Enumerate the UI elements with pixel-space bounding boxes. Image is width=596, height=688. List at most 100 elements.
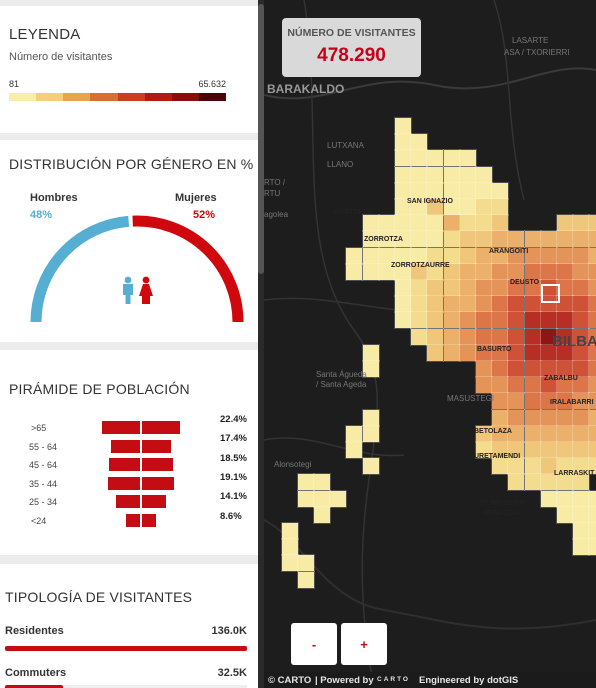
density-cell: [458, 311, 477, 330]
density-cell: [394, 262, 412, 281]
density-cell: [572, 473, 591, 492]
attribution-powered: | Powered by: [315, 675, 374, 686]
density-cell: [556, 473, 574, 492]
density-cell: [442, 262, 461, 281]
map-label-zabalburu: ZABALBU: [544, 375, 578, 382]
density-cell: [491, 198, 510, 216]
attribution-engineered[interactable]: Engineered by dotGIS: [419, 675, 519, 686]
attribution-carto[interactable]: © CARTO: [268, 675, 312, 686]
map-label-zorrotza: ZORROTZA: [364, 236, 403, 243]
density-cell: [361, 246, 380, 265]
density-cell: [458, 214, 477, 233]
density-cell: [280, 554, 299, 573]
density-cell: [491, 457, 510, 476]
density-cell: [507, 441, 526, 459]
density-cell: [539, 327, 558, 346]
density-cell: [572, 457, 591, 476]
density-cell: [458, 246, 477, 265]
density-cell: [458, 343, 477, 362]
density-cell: [410, 214, 429, 233]
map-label-burtzena: BURTZEÑA: [334, 209, 373, 216]
legend-swatch: [171, 93, 199, 101]
density-cell: [442, 230, 461, 249]
density-cell: [491, 376, 510, 395]
map-label-llano: LLANO: [327, 160, 354, 169]
density-cell: [442, 198, 461, 216]
zoom-out-button[interactable]: -: [291, 623, 337, 665]
density-cell: [539, 408, 558, 427]
density-cell: [426, 214, 445, 233]
legend-swatch: [198, 93, 226, 101]
density-cell: [361, 262, 380, 281]
density-cell: [588, 522, 596, 540]
density-cell: [507, 343, 526, 362]
density-cell: [507, 473, 526, 492]
density-cell: [313, 489, 331, 508]
density-cell: [572, 522, 591, 540]
map-label-santa-agueda-2: / Santa Ageda: [316, 380, 367, 389]
density-cell: [491, 441, 510, 459]
density-cell: [556, 262, 574, 281]
density-cell: [507, 279, 526, 297]
typology-commuters-bar: [5, 685, 64, 688]
map-label-zorrotzaurre: ZORROTZAURRE: [391, 262, 450, 269]
pyramid-title: PIRÁMIDE DE POBLACIÓN: [9, 381, 190, 397]
zoom-in-label: +: [360, 636, 368, 652]
density-cell: [394, 246, 412, 265]
map-label-pekatxa: PEÑASCAL: [484, 510, 523, 517]
pyramid-percent: 14.1%: [220, 491, 247, 503]
pyramid-bar: [126, 513, 156, 527]
density-cell: [556, 327, 574, 346]
density-cell: [458, 230, 477, 249]
men-label: Hombres: [30, 192, 78, 204]
pyramid-age-label: 35 - 44: [29, 478, 58, 489]
density-cell: [523, 262, 542, 281]
legend-swatch: [9, 93, 37, 101]
sidebar-panel[interactable]: LEYENDA Número de visitantes 81 65.632 D…: [0, 0, 258, 688]
visitor-count-value: 478.290: [317, 45, 386, 66]
density-cell: [507, 360, 526, 378]
density-cell: [588, 246, 596, 265]
density-cell: [410, 246, 429, 265]
typology-residentes-bar: [5, 646, 247, 651]
density-cell: [556, 343, 574, 362]
map-label-lasarte: LASARTE: [512, 36, 549, 45]
sidebar-scroll-thumb[interactable]: [258, 4, 264, 274]
map-label-arangoiti: ARANGOITI: [489, 248, 529, 255]
density-cell: [523, 376, 542, 395]
density-cell: [523, 473, 542, 492]
carto-logo[interactable]: CARTO: [377, 676, 410, 683]
density-cell: [556, 505, 574, 524]
map-label-lutxana: LUTXANA: [327, 141, 364, 150]
legend-min: 81: [9, 79, 20, 89]
legend-swatch: [63, 93, 91, 101]
legend-max: 65.632: [198, 79, 226, 89]
density-cell: [491, 327, 510, 346]
density-cell: [588, 327, 596, 346]
density-cell: [588, 408, 596, 427]
density-cell: [523, 311, 542, 330]
sidebar-scrollbar[interactable]: [258, 0, 264, 688]
density-cell: [394, 149, 412, 168]
map-label-agolea: agolea: [264, 210, 289, 219]
density-cell: [475, 262, 493, 281]
men-percent: 48%: [30, 209, 53, 221]
map-label-uretamendi: URETAMENDI: [474, 453, 521, 460]
legend-swatch: [144, 93, 172, 101]
density-cell: [410, 133, 429, 152]
density-cell: [410, 230, 429, 249]
density-cell: [491, 311, 510, 330]
women-arc: [132, 215, 244, 323]
density-cell: [523, 343, 542, 362]
density-cell: [426, 295, 445, 314]
density-cell: [588, 279, 596, 297]
density-cell: [394, 117, 412, 135]
density-cell: [394, 214, 412, 233]
zoom-in-button[interactable]: +: [341, 623, 387, 665]
men-arc: [30, 215, 130, 323]
map-view[interactable]: BARAKALDO BILBA LUTXANA LLANO RTO / RTU …: [264, 0, 596, 688]
density-cell: [572, 360, 591, 378]
typology-residentes-value: 136.0K: [211, 625, 247, 637]
density-cell: [507, 457, 526, 476]
density-cell: [523, 441, 542, 459]
